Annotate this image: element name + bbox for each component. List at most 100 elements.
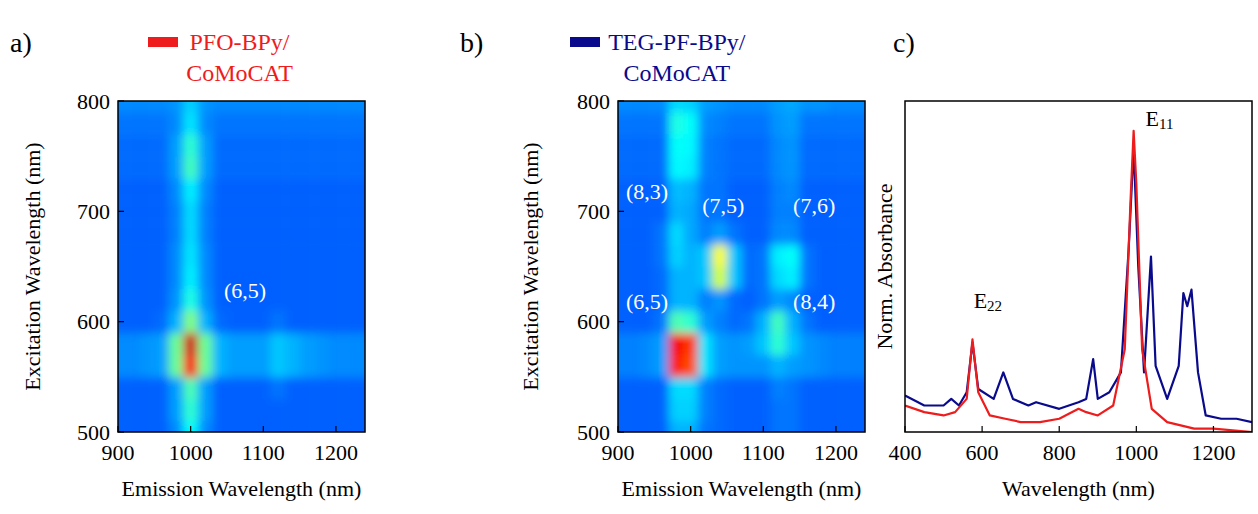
heatmap-cell [300,112,315,135]
heatmap-cell [198,222,213,245]
heatmap-cell [654,134,669,157]
heatmap-cell [698,156,713,179]
heatmap-cell [271,222,286,245]
heatmap-cell [256,377,271,400]
y-tick-label: 500 [577,420,610,445]
heatmap-cell [858,178,865,201]
heatmap-cell [227,101,242,113]
heatmap-cell [785,244,800,267]
heatmap-cell [358,200,365,223]
heatmap-cell [843,222,858,245]
heatmap-cell [242,101,257,113]
heatmap-cell [858,311,865,334]
heatmap-cell [800,333,815,356]
annotation: (8,3) [626,179,668,204]
heatmap-cell [169,421,184,432]
heatmap-cell [154,178,169,201]
heatmap-cell [256,112,271,135]
heatmap-cell [118,399,126,422]
heatmap-cell [169,399,184,422]
heatmap-cell [843,377,858,400]
heatmap-cell [118,101,126,113]
heatmap-cell [843,421,858,432]
heatmap-cell [183,355,198,378]
y-tick-label: 800 [577,89,610,114]
x-tick [117,426,118,432]
heatmap-cell [118,200,126,223]
heatmap-cell [727,134,742,157]
heatmap-cell [756,244,771,267]
heatmap-cell [625,421,640,432]
heatmap-cell [742,289,757,312]
heatmap-cell [669,101,684,113]
heatmap-cell [314,101,329,113]
heatmap-cell [618,222,626,245]
plot-area [118,101,365,432]
heatmap-cell [618,200,626,223]
heatmap-cell [683,333,698,356]
heatmap-cell [118,377,126,400]
heatmap-cell [858,399,865,422]
heatmap-cell [358,267,365,290]
heatmap-cell [125,421,140,432]
heatmap-cell [654,244,669,267]
heatmap-cell [314,289,329,312]
heatmap-cell [300,244,315,267]
heatmap-cell [756,156,771,179]
heatmap-cell [785,134,800,157]
heatmap-cell [785,222,800,245]
heatmap-cell [742,421,757,432]
heatmap-cell [669,200,684,223]
heatmap-cell [858,200,865,223]
heatmap-cell [198,333,213,356]
heatmap-cell [640,333,655,356]
y-tick [118,100,124,101]
heatmap-cell [698,267,713,290]
heatmap-cell [771,178,786,201]
heatmap-cell [140,112,155,135]
heatmap-cell [683,200,698,223]
y-tick [618,321,624,322]
y-axis-title: Excitation Wavelength (nm) [518,142,543,390]
heatmap-cell [285,178,300,201]
heatmap-cell [727,355,742,378]
heatmap-cell [698,355,713,378]
heatmap-cell [800,244,815,267]
heatmap-cell [771,222,786,245]
heatmap-cell [242,399,257,422]
x-tick [1059,426,1060,432]
heatmap-cell [814,222,829,245]
heatmap-cell [771,244,786,267]
heatmap-cell [314,311,329,334]
heatmap-cell [756,311,771,334]
heatmap-cell [683,311,698,334]
heatmap-cell [154,267,169,290]
heatmap-cell [698,399,713,422]
heatmap-cell [242,200,257,223]
heatmap-cell [800,421,815,432]
heatmap-cell [271,200,286,223]
heatmap-cell [169,311,184,334]
heatmap-cell [154,333,169,356]
heatmap-cell [256,421,271,432]
heatmap-cell [140,377,155,400]
heatmap-cell [169,101,184,113]
heatmap-cell [358,355,365,378]
heatmap-cell [343,200,358,223]
heatmap-cell [125,178,140,201]
heatmap-cell [712,399,727,422]
heatmap-cell [358,112,365,135]
heatmap-cell [727,156,742,179]
heatmap-cell [800,112,815,135]
heatmap-cell [198,200,213,223]
heatmap-cell [756,112,771,135]
heatmap-cell [742,333,757,356]
heatmap-cell [756,289,771,312]
heatmap-cell [814,101,829,113]
heatmap-cell [843,355,858,378]
heatmap-cell [858,289,865,312]
heatmap-cell [785,399,800,422]
heatmap-cell [742,101,757,113]
heatmap-cell [271,377,286,400]
x-tick-label: 600 [966,440,999,465]
